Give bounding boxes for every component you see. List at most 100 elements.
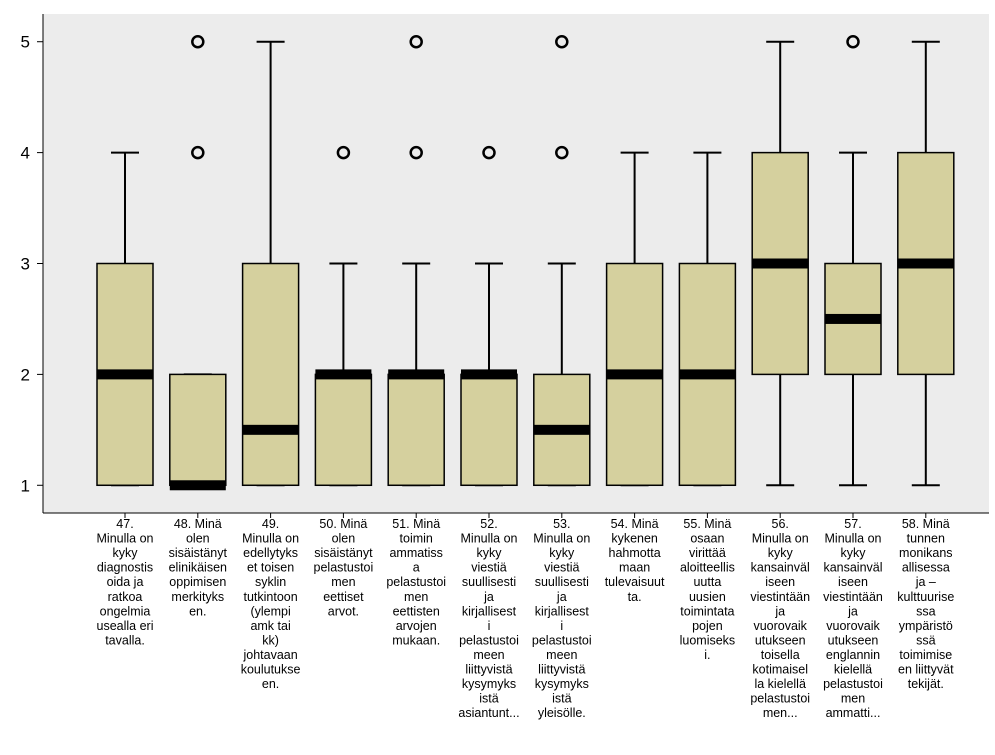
median-line xyxy=(97,369,153,380)
x-category-label-line: ympäristö xyxy=(899,619,953,633)
y-tick-label: 4 xyxy=(21,144,30,163)
x-category-label-line: i xyxy=(488,619,491,633)
box-item xyxy=(605,151,664,487)
x-category-label-line: Minulla on xyxy=(461,532,518,546)
y-tick-label: 1 xyxy=(21,476,30,495)
x-category-label-line: uutta xyxy=(693,575,721,589)
x-category-label-line: eettisten xyxy=(393,604,440,618)
box-item xyxy=(897,40,955,487)
x-category-label-line: viestintään xyxy=(823,590,883,604)
median-line xyxy=(606,369,663,380)
x-category-label-line: ja xyxy=(847,604,858,618)
x-category-label-line: ongelmia xyxy=(100,604,151,618)
x-category-label-line: kk) xyxy=(262,633,279,647)
box-item xyxy=(460,145,518,487)
x-category-label-line: suullisesti xyxy=(462,575,516,589)
x-category-label-line: kyky xyxy=(113,546,139,560)
x-category-label-line: 51. Minä xyxy=(392,517,440,531)
x-category-label-line: viestiä xyxy=(471,561,506,575)
x-category-label-line: pelastustoi xyxy=(314,561,374,575)
median-line xyxy=(679,369,736,380)
x-category-label-line: diagnostis xyxy=(97,561,153,575)
x-category-label-line: sisäistänyt xyxy=(169,546,228,560)
x-category-label-line: vuorovaik xyxy=(753,619,807,633)
x-category-label-line: 56. xyxy=(772,517,789,531)
x-category-label-line: Minulla on xyxy=(97,532,154,546)
box-iqr xyxy=(241,262,300,487)
x-category-label: 56. Minulla on kyky kansainväl iseen viestint… xyxy=(750,517,810,720)
x-category-label-line: toimimise xyxy=(899,648,952,662)
x-category-label: 58. Minä tunnen monikans allisessa ja – kultt… xyxy=(897,517,954,691)
x-category-label-line: Minulla on xyxy=(752,532,809,546)
median-line xyxy=(388,369,445,380)
x-category-label-line: oppimisen xyxy=(169,575,226,589)
x-category-label-line: pelastustoi xyxy=(750,692,810,706)
box-item xyxy=(169,34,227,491)
x-category-label-line: tunnen xyxy=(907,532,945,546)
x-category-label-line: maan xyxy=(619,561,650,575)
x-category-label: 57. Minulla on kyky kansainväl iseen viestint… xyxy=(823,517,883,720)
x-category-label-line: allisessa xyxy=(902,561,950,575)
outlier-point xyxy=(191,145,205,160)
x-category-label-line: ta. xyxy=(628,590,642,604)
x-category-label-line: hahmotta xyxy=(609,546,661,560)
x-category-label-line: kyky xyxy=(477,546,503,560)
x-category-label-line: ammatiss xyxy=(389,546,442,560)
x-category-label-line: istä xyxy=(479,692,499,706)
x-category-label-line: ja – xyxy=(915,575,936,589)
x-category-label-line: tekijät. xyxy=(908,677,944,691)
x-category-label-line: ammatti... xyxy=(826,706,881,720)
x-category-label-line: 57. xyxy=(844,517,861,531)
x-category-label-line: kotimaisel xyxy=(752,663,808,677)
median-line xyxy=(315,369,372,380)
y-tick-label: 5 xyxy=(21,33,30,52)
x-category-label-line: i. xyxy=(704,648,710,662)
x-category-label-line: utukseen xyxy=(828,633,879,647)
x-category-label-line: arvojen xyxy=(396,619,437,633)
box-item xyxy=(533,34,591,487)
x-category-label-line: toimintata xyxy=(680,604,734,618)
x-category-label: 53. Minulla on kyky viestiä suullisesti ja kir… xyxy=(532,517,592,720)
x-category-label-line: 55. Minä xyxy=(683,517,731,531)
median-line xyxy=(897,258,954,269)
x-category-label-line: Minulla on xyxy=(533,532,590,546)
x-category-label-line: kulttuurise xyxy=(897,590,954,604)
x-category-label-line: olen xyxy=(186,532,210,546)
outlier-point xyxy=(555,145,569,160)
outlier-point xyxy=(191,34,205,49)
x-category-label-line: 53. xyxy=(553,517,570,531)
x-category-label-line: elinikäisen xyxy=(169,561,227,575)
x-category-label-line: men xyxy=(841,692,865,706)
x-category-label: 47. Minulla on kyky diagnostis oida ja ratkoa… xyxy=(97,517,154,647)
x-category-label: 50. Minä olen sisäistänyt pelastustoi men eet… xyxy=(314,517,374,618)
outlier-point xyxy=(409,34,423,49)
x-category-label-line: olen xyxy=(332,532,356,546)
median-line xyxy=(825,313,881,324)
x-category-label: 55. Minä osaan virittää aloitteellis uutta uu… xyxy=(680,517,736,662)
x-category-label-line: 49. xyxy=(262,517,279,531)
x-category-label: 51. Minä toimin ammatiss a pelastustoi men eet… xyxy=(386,517,446,647)
median-line xyxy=(242,424,299,435)
x-category-label-line: et toisen xyxy=(247,561,294,575)
x-category-label-line: en. xyxy=(189,604,206,618)
x-category-label: 49. Minulla on edellytyks et toisen syklin tu… xyxy=(241,517,301,691)
outlier-point xyxy=(482,145,496,160)
x-category-label-line: pelastustoi xyxy=(532,633,592,647)
x-category-label-line: toimin xyxy=(400,532,433,546)
x-category-label-line: johtavaan xyxy=(242,648,297,662)
x-category-label-line: tavalla. xyxy=(105,633,145,647)
x-category-label-line: 48. Minä xyxy=(174,517,222,531)
median-line xyxy=(752,258,809,269)
x-category-label-line: 47. xyxy=(116,517,133,531)
median-line xyxy=(461,369,517,380)
x-category-label-line: arvot. xyxy=(328,604,359,618)
x-category-label-line: iseen xyxy=(838,575,868,589)
box-item xyxy=(678,151,737,487)
x-category-label-line: 58. Minä xyxy=(902,517,950,531)
x-category-label-line: kansainväl xyxy=(823,561,882,575)
x-category-label-line: istä xyxy=(552,692,572,706)
x-category-label: 54. Minä kykenen hahmotta maan tulevaisuut ta… xyxy=(605,517,665,604)
x-category-label-line: merkityks xyxy=(171,590,224,604)
x-category-label-line: syklin xyxy=(255,575,286,589)
box-iqr xyxy=(460,373,518,487)
